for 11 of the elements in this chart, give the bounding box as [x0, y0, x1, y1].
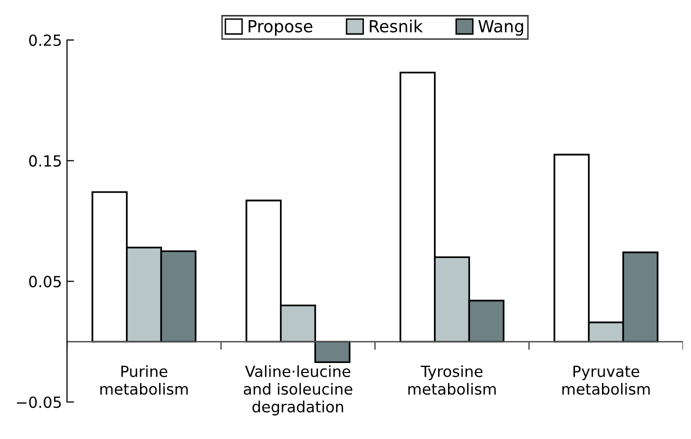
y-tick-label: 0.25 [29, 34, 61, 46]
y-tick-label: 0.05 [29, 276, 61, 288]
x-tick-label: Pyruvate metabolism [562, 366, 650, 395]
legend-label: Resnik [370, 20, 423, 32]
x-tick-label: Purine metabolism [100, 365, 188, 395]
legend-label: Propose [248, 20, 312, 36]
legend-label: Wang [478, 20, 524, 36]
y-tick-label: 0.15 [29, 155, 61, 167]
y-tick-label: −0.05 [16, 396, 61, 408]
x-tick-label: Tyrosine metabolism [408, 365, 496, 395]
x-tick-label: Valine·leucine and isoleucine degradation [244, 365, 352, 416]
